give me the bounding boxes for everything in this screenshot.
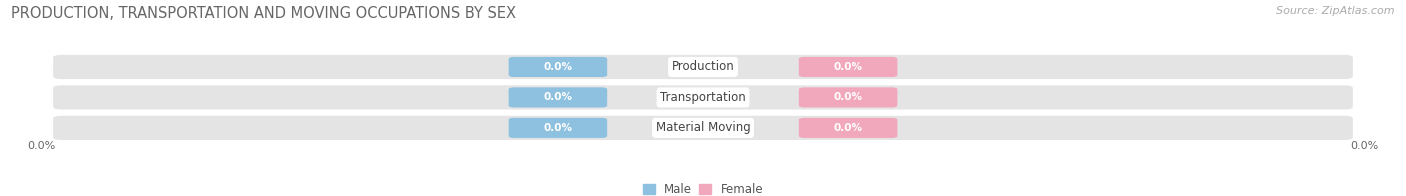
FancyBboxPatch shape bbox=[52, 84, 1354, 111]
Text: 0.0%: 0.0% bbox=[834, 62, 863, 72]
Text: 0.0%: 0.0% bbox=[834, 123, 863, 133]
Text: 0.0%: 0.0% bbox=[834, 93, 863, 103]
Text: PRODUCTION, TRANSPORTATION AND MOVING OCCUPATIONS BY SEX: PRODUCTION, TRANSPORTATION AND MOVING OC… bbox=[11, 6, 516, 21]
Text: 0.0%: 0.0% bbox=[1350, 141, 1378, 151]
FancyBboxPatch shape bbox=[799, 57, 897, 77]
FancyBboxPatch shape bbox=[509, 118, 607, 138]
FancyBboxPatch shape bbox=[52, 54, 1354, 81]
FancyBboxPatch shape bbox=[799, 87, 897, 107]
Text: 0.0%: 0.0% bbox=[28, 141, 56, 151]
FancyBboxPatch shape bbox=[799, 118, 897, 138]
Text: Material Moving: Material Moving bbox=[655, 121, 751, 134]
FancyBboxPatch shape bbox=[509, 57, 607, 77]
Legend: Male, Female: Male, Female bbox=[643, 183, 763, 196]
FancyBboxPatch shape bbox=[52, 114, 1354, 141]
Text: 0.0%: 0.0% bbox=[543, 123, 572, 133]
Text: 0.0%: 0.0% bbox=[543, 93, 572, 103]
Text: Source: ZipAtlas.com: Source: ZipAtlas.com bbox=[1277, 6, 1395, 16]
FancyBboxPatch shape bbox=[509, 87, 607, 107]
Text: Production: Production bbox=[672, 60, 734, 74]
Text: 0.0%: 0.0% bbox=[543, 62, 572, 72]
Text: Transportation: Transportation bbox=[661, 91, 745, 104]
